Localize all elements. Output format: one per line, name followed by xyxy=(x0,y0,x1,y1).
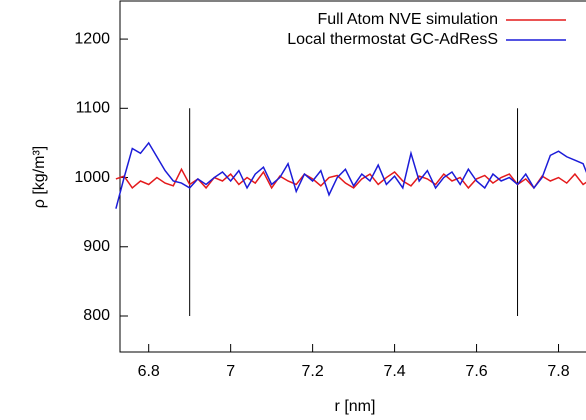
data-line xyxy=(115,167,586,190)
y-tick-label: 1100 xyxy=(76,100,111,117)
legend-label: Local thermostat GC-AdResS xyxy=(287,31,498,48)
x-tick-label: 7.4 xyxy=(383,363,405,380)
legend-label: Full Atom NVE simulation xyxy=(317,11,498,28)
x-tick-label: 7.6 xyxy=(465,363,487,380)
y-axis-label: ρ [kg/m³] xyxy=(31,146,48,208)
x-tick-label: 7.2 xyxy=(301,363,323,380)
x-tick-label: 7.8 xyxy=(547,363,569,380)
x-axis-label: r [nm] xyxy=(335,398,376,415)
x-tick-label: 7 xyxy=(226,363,235,380)
y-tick-label: 800 xyxy=(83,307,110,324)
y-tick-label: 1000 xyxy=(74,169,110,186)
x-tick-label: 6.8 xyxy=(138,363,160,380)
y-tick-label: 900 xyxy=(83,238,110,255)
data-line xyxy=(115,141,586,209)
y-tick-label: 1200 xyxy=(74,30,110,47)
plot-frame xyxy=(119,0,586,353)
